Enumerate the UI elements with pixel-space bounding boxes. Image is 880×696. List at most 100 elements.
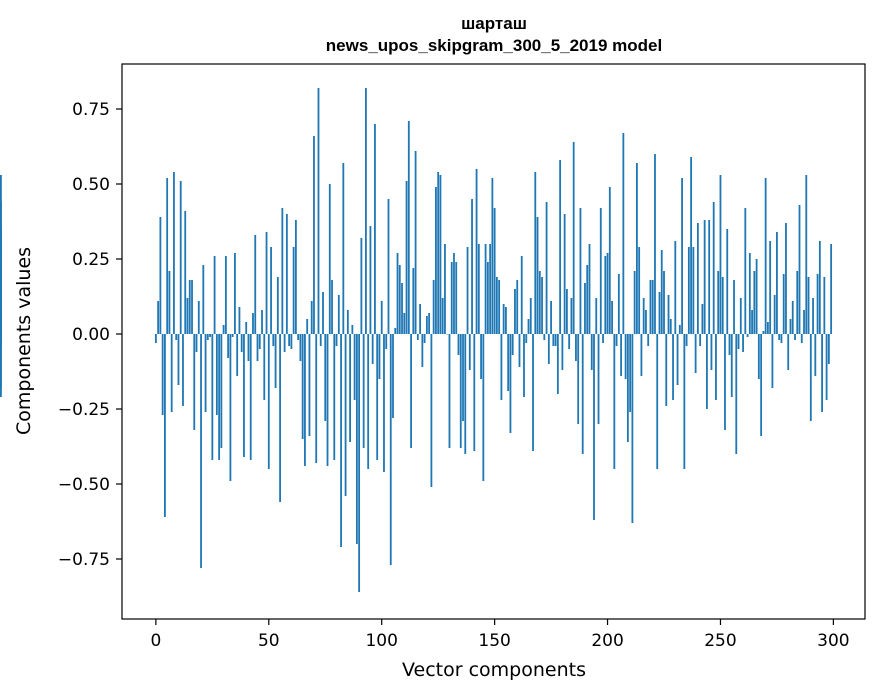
bar (651, 280, 654, 334)
bar (660, 250, 663, 334)
bar (407, 121, 410, 334)
plot-frame (121, 63, 866, 620)
bar (647, 334, 650, 346)
bar (712, 202, 715, 334)
bar (159, 217, 162, 334)
bar (254, 235, 257, 334)
bar (509, 334, 512, 433)
bar (742, 334, 744, 352)
bar (581, 334, 584, 454)
bar (243, 334, 245, 457)
bar (439, 175, 442, 334)
bar (401, 283, 403, 334)
bar (728, 334, 731, 355)
bar (534, 172, 537, 334)
bar (577, 334, 580, 424)
bar (261, 310, 263, 334)
bar (369, 226, 372, 334)
bar (685, 334, 688, 346)
bar (484, 244, 487, 334)
bar (753, 271, 756, 334)
bar (572, 142, 575, 334)
bar (197, 301, 200, 334)
bar (690, 157, 693, 334)
bar (615, 334, 618, 346)
bar (733, 280, 735, 334)
bar (337, 295, 340, 334)
bar (240, 334, 243, 352)
bar (480, 334, 482, 379)
bar (658, 292, 661, 334)
bar (444, 244, 446, 334)
bar (206, 334, 209, 340)
bar (182, 334, 184, 406)
bar (771, 334, 774, 388)
bar (694, 334, 697, 373)
bar (794, 334, 796, 340)
bar (674, 241, 677, 334)
bar (358, 334, 361, 592)
bar (486, 262, 489, 334)
bar (365, 88, 367, 334)
bar (392, 334, 394, 418)
bar (220, 334, 223, 448)
bar (195, 334, 198, 352)
bar (184, 211, 187, 334)
bar (825, 334, 828, 400)
bar (414, 151, 417, 334)
bar (161, 334, 164, 415)
bar (543, 334, 546, 340)
bar (175, 334, 178, 340)
bar (324, 334, 327, 421)
bar (527, 319, 530, 334)
y-tick-label: −0.75 (58, 550, 110, 570)
bar (516, 280, 519, 334)
bar (294, 220, 297, 334)
bar (455, 262, 458, 334)
x-tick-label: 200 (591, 631, 623, 651)
bar (425, 316, 428, 334)
bar (507, 334, 510, 391)
bar (218, 334, 221, 460)
bar (204, 334, 207, 412)
bar (523, 334, 525, 397)
bar (279, 334, 281, 502)
bar (166, 178, 169, 334)
bar (604, 256, 607, 334)
bar (721, 277, 724, 334)
bar (780, 334, 783, 343)
bar (459, 334, 462, 448)
bar (340, 334, 342, 547)
bar (626, 334, 629, 442)
bar (315, 334, 318, 463)
x-tick-label: 0 (150, 631, 161, 651)
bar (518, 334, 521, 367)
bar (267, 334, 270, 469)
bar (520, 256, 523, 334)
bar (342, 163, 345, 334)
bar (0, 175, 2, 334)
bar (164, 334, 166, 517)
bar (453, 253, 455, 334)
bar (154, 334, 157, 343)
y-axis-ticks: −0.75 −0.50 −0.25 0.00 0.25 0.50 0.75 (58, 100, 122, 570)
bar (584, 283, 586, 334)
bar (319, 334, 322, 346)
bar (525, 334, 528, 343)
bar (532, 334, 534, 451)
x-tick-label: 300 (817, 631, 849, 651)
bar (812, 298, 814, 334)
bar (374, 124, 376, 334)
bar (498, 280, 501, 334)
bar (629, 334, 632, 412)
bar (748, 253, 751, 334)
bar (437, 172, 440, 334)
bar (800, 334, 803, 343)
bar (699, 334, 702, 346)
bar (565, 289, 568, 334)
bar (622, 133, 625, 334)
bar (231, 334, 234, 337)
bar (450, 262, 453, 334)
bar (224, 256, 227, 334)
bar (737, 334, 740, 349)
